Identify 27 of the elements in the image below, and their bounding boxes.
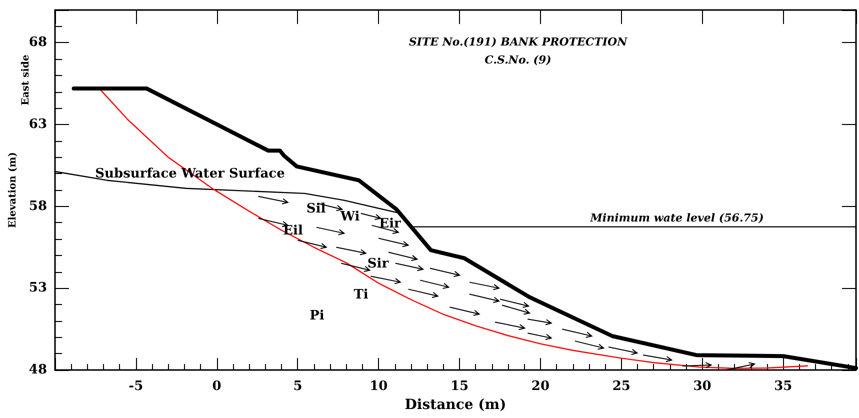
x-tick-label: 10: [370, 379, 388, 394]
text: East side: [20, 54, 32, 106]
annotation: Minimum wate level (56.75): [589, 212, 764, 224]
annotation: Wi: [339, 210, 360, 224]
text: SITE No.(191) BANK PROTECTION: [408, 36, 628, 48]
annotation: Eir: [379, 216, 401, 232]
annotation: Sil: [306, 202, 326, 216]
x-axis-title: Distance (m): [404, 397, 506, 413]
annotation: Eil: [283, 224, 303, 238]
y-tick-label: 58: [28, 198, 47, 214]
annotation: Ti: [354, 288, 368, 302]
y-tick-label: 53: [28, 280, 47, 296]
x-tick-label: 5: [293, 379, 302, 394]
y-tick-label: 63: [28, 117, 47, 132]
x-tick-label: -5: [128, 379, 144, 394]
y-tick-label: 48: [28, 362, 47, 378]
x-tick-label: 20: [531, 379, 550, 394]
x-tick-label: 25: [612, 379, 630, 394]
y-axis-title: Elevation (m): [8, 152, 18, 228]
y-tick-label: 68: [28, 35, 47, 50]
annotation: Sir: [367, 256, 389, 272]
x-tick-label: 35: [774, 379, 792, 394]
x-tick-label: 15: [450, 379, 469, 394]
text: C.S.No. (9): [484, 54, 552, 66]
annotation: Pi: [310, 308, 324, 324]
x-tick-label: 0: [212, 379, 222, 394]
x-tick-label: 30: [693, 379, 712, 394]
